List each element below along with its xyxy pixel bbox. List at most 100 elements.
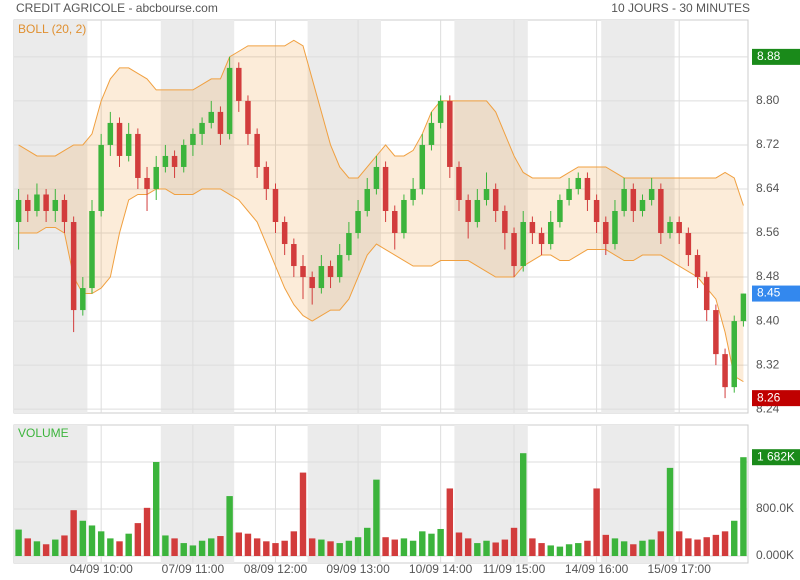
candle-body	[135, 133, 141, 178]
volume-bar	[354, 537, 362, 557]
candle-body	[208, 111, 215, 123]
volume-bar	[712, 534, 720, 557]
volume-bar	[428, 533, 435, 557]
volume-bar	[373, 479, 380, 557]
volume-bar	[15, 529, 22, 557]
volume-bar	[134, 523, 142, 557]
volume-bar	[107, 538, 114, 557]
volume-bar	[675, 531, 683, 557]
volume-bar	[171, 538, 178, 557]
volume-bar	[52, 539, 59, 557]
volume-bar	[391, 539, 398, 557]
candle-body	[465, 199, 471, 223]
volume-bar	[446, 488, 454, 557]
candle-body	[603, 222, 609, 245]
volume-bar	[639, 540, 646, 557]
volume-bar	[575, 543, 582, 557]
candle-body	[89, 210, 95, 289]
x-tick-label: 08/09 12:00	[244, 562, 308, 576]
volume-bar	[721, 531, 729, 557]
candle-body	[621, 188, 627, 211]
day-shade	[307, 20, 381, 413]
candle-body	[547, 222, 554, 245]
candle-body	[245, 100, 251, 134]
y-tick-label: 8.32	[756, 357, 780, 371]
chart-subtitle: 10 JOURS - 30 MINUTES	[611, 1, 750, 15]
price-badge	[752, 285, 800, 302]
volume-bar	[565, 544, 573, 557]
volume-bar	[253, 538, 261, 557]
y-tick-label: 8.40	[756, 313, 780, 327]
volume-bar	[33, 541, 41, 557]
candle-body	[346, 233, 352, 256]
volume-bar	[24, 538, 31, 557]
candle-body	[456, 166, 462, 200]
candle-body	[336, 255, 343, 278]
candle-body	[648, 188, 655, 200]
candle-body	[80, 288, 86, 311]
candle-body	[584, 177, 591, 200]
volume-bar	[547, 545, 554, 557]
band-lower	[18, 188, 744, 383]
volume-bar	[611, 538, 619, 557]
candle-body	[731, 321, 737, 388]
volume-bar	[602, 534, 609, 557]
volume-bar	[198, 540, 206, 557]
volume-bar	[593, 488, 600, 557]
volume-bar	[308, 538, 316, 557]
candle-body	[492, 188, 499, 211]
volume-bar	[226, 496, 233, 557]
candle-body	[740, 293, 747, 322]
volume-bar	[510, 527, 518, 557]
volume-bar	[620, 541, 628, 557]
volume-bar	[272, 543, 279, 557]
candle-body	[199, 122, 205, 134]
volume-bar	[345, 540, 353, 557]
volume-bar	[336, 543, 343, 557]
candle-body	[272, 188, 279, 223]
x-tick-label: 15/09 17:00	[647, 562, 711, 576]
y-tick-label: 8.80	[756, 93, 780, 107]
volume-bar	[290, 531, 298, 557]
candle-body	[70, 222, 77, 311]
volume-bar	[419, 531, 426, 557]
candle-body	[15, 199, 22, 223]
volume-bar	[263, 541, 270, 557]
price-badge	[752, 390, 800, 407]
x-tick-label: 10/09 14:00	[409, 562, 473, 576]
x-tick-label: 09/09 13:00	[326, 562, 390, 576]
candle-body	[25, 199, 31, 211]
volume-bar	[648, 539, 655, 557]
volume-tick-label: 800.0K	[756, 501, 794, 515]
candle-body	[318, 266, 325, 289]
volume-bar	[70, 510, 77, 557]
candle-body	[419, 144, 426, 189]
x-tick-label: 07/09 11:00	[162, 562, 225, 576]
candle-body	[557, 199, 563, 223]
price-badge	[752, 449, 800, 466]
volume-bar	[556, 546, 564, 557]
candle-body	[43, 194, 49, 211]
volume-bar	[630, 544, 637, 557]
volume-bar	[327, 541, 334, 557]
candle-body	[107, 122, 114, 145]
candle-body	[61, 199, 68, 223]
candle-body	[226, 67, 233, 134]
y-tick-label: 8.56	[756, 225, 780, 239]
volume-bar	[61, 535, 68, 557]
volume-bar	[685, 538, 692, 557]
candle-body	[401, 199, 407, 234]
volume-bar	[501, 539, 509, 557]
candle-body	[428, 122, 435, 145]
chart-title: CREDIT AGRICOLE - abcbourse.com	[16, 1, 218, 15]
candle-body	[382, 166, 389, 211]
volume-bar	[217, 536, 224, 557]
candle-body	[190, 133, 196, 145]
candle-body	[125, 133, 132, 156]
candle-body	[612, 210, 618, 245]
y-tick-label: 8.48	[756, 269, 780, 283]
volume-bar	[281, 540, 288, 557]
candle-body	[685, 233, 692, 256]
price-badge-label: 8.26	[757, 390, 781, 404]
candle-body	[392, 210, 398, 234]
